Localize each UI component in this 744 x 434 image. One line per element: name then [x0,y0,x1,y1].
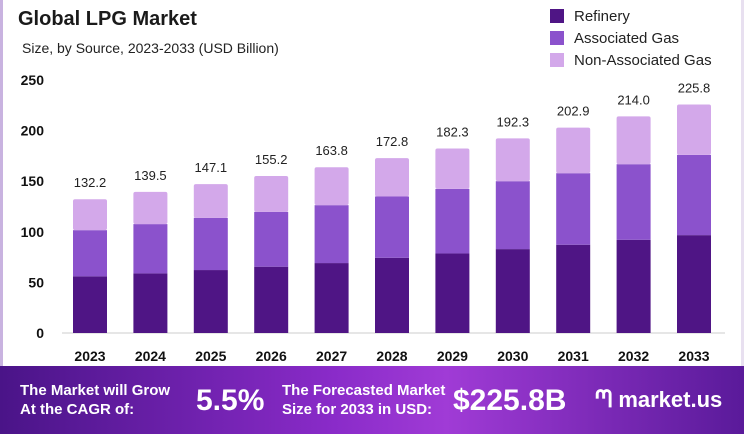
chart-frame [0,0,744,366]
bar-segment-associated-gas [133,224,168,274]
bar-segment-associated-gas [435,188,470,254]
bar-segment-non-associated-gas [616,116,651,165]
total-label: 202.9 [557,104,590,119]
total-label: 163.8 [315,143,348,158]
market-us-logo: ᘉ market.us [595,386,722,414]
legend-item-associated-gas: Associated Gas [550,27,712,49]
bar-segment-refinery [616,239,651,333]
y-tick-label: 150 [21,173,45,189]
y-tick-label: 50 [28,274,44,290]
cagr-label-line: The Market will Grow [20,382,171,399]
bar-segment-refinery [133,273,168,333]
x-tick-label: 2033 [678,348,709,364]
legend-swatch [550,9,564,23]
summary-banner: The Market will Grow At the CAGR of: 5.5%… [0,366,744,434]
legend-label: Non-Associated Gas [574,51,712,69]
bar-segment-associated-gas [314,205,349,264]
total-label: 214.0 [617,92,650,107]
total-label: 192.3 [497,114,530,129]
bar-segment-refinery [495,249,530,333]
bar-segment-refinery [73,276,107,333]
forecast-label: The Forecasted Market Size for 2033 in US… [282,381,445,419]
legend-item-refinery: Refinery [550,5,712,27]
bar-segment-associated-gas [556,173,591,245]
bar-segment-associated-gas [677,154,711,236]
cagr-value: 5.5% [196,384,265,417]
forecast-label-line: The Forecasted Market [282,382,446,399]
bar-segment-non-associated-gas [556,127,591,174]
logo-text: market.us [618,387,723,412]
x-tick-label: 2032 [618,348,649,364]
chart-title: Global LPG Market [18,8,197,30]
x-tick-label: 2030 [497,348,528,364]
y-tick-label: 100 [21,224,45,240]
bar-segment-refinery [435,253,470,333]
forecast-value: $225.8B [453,384,567,417]
bar-segment-non-associated-gas [133,191,168,225]
bar-segment-associated-gas [495,181,530,250]
bar-segment-non-associated-gas [495,138,530,182]
bar-segment-associated-gas [73,230,107,277]
bar-segment-non-associated-gas [435,148,470,189]
bar-segment-refinery [556,244,591,333]
bar-segment-associated-gas [254,211,289,267]
total-label: 147.1 [195,160,228,175]
legend-item-non-associated-gas: Non-Associated Gas [550,49,712,71]
x-tick-label: 2028 [376,348,407,364]
forecast-label-line: Size for 2033 in USD: [282,401,433,418]
x-tick-label: 2031 [558,348,589,364]
bar-segment-refinery [314,263,349,333]
y-tick-label: 250 [21,72,45,88]
total-label: 139.5 [134,168,167,183]
cagr-label: The Market will Grow At the CAGR of: [20,381,170,419]
cagr-label-line: At the CAGR of: [20,401,135,418]
total-label: 132.2 [74,175,107,190]
legend: Refinery Associated Gas Non-Associated G… [550,5,712,71]
legend-label: Refinery [574,7,630,25]
bar-segment-refinery [254,266,289,333]
bar-segment-non-associated-gas [375,158,409,197]
x-tick-label: 2029 [437,348,468,364]
legend-label: Associated Gas [574,29,680,47]
bar-segment-non-associated-gas [73,199,107,231]
x-tick-label: 2024 [135,348,166,364]
bar-segment-non-associated-gas [314,167,349,206]
bar-segment-refinery [193,270,228,333]
bar-segment-associated-gas [193,217,228,271]
chart-plot: 0 50 100 150 200 250 132.2 2023 139.5 2024 147.1 20… [21,72,725,364]
x-tick-label: 2026 [256,348,287,364]
x-tick-label: 2027 [316,348,347,364]
legend-swatch [550,53,564,67]
bar-segment-non-associated-gas [254,175,289,212]
bar-segment-refinery [375,257,409,333]
total-label: 225.8 [678,80,711,95]
total-label: 182.3 [436,125,469,140]
x-tick-label: 2023 [74,348,105,364]
chart-subtitle: Size, by Source, 2023-2033 (USD Billion) [22,40,279,56]
x-tick-label: 2025 [195,348,226,364]
total-label: 155.2 [255,152,288,167]
bar-segment-non-associated-gas [677,104,711,155]
bar-segment-refinery [677,235,711,333]
y-tick-label: 200 [21,123,45,139]
legend-swatch [550,31,564,45]
total-label: 172.8 [376,134,409,149]
logo-icon: ᘉ [595,386,613,413]
bar-segment-associated-gas [616,164,651,240]
bar-segment-non-associated-gas [193,184,228,218]
bar-segment-associated-gas [375,196,409,258]
y-tick-label: 0 [36,325,44,341]
